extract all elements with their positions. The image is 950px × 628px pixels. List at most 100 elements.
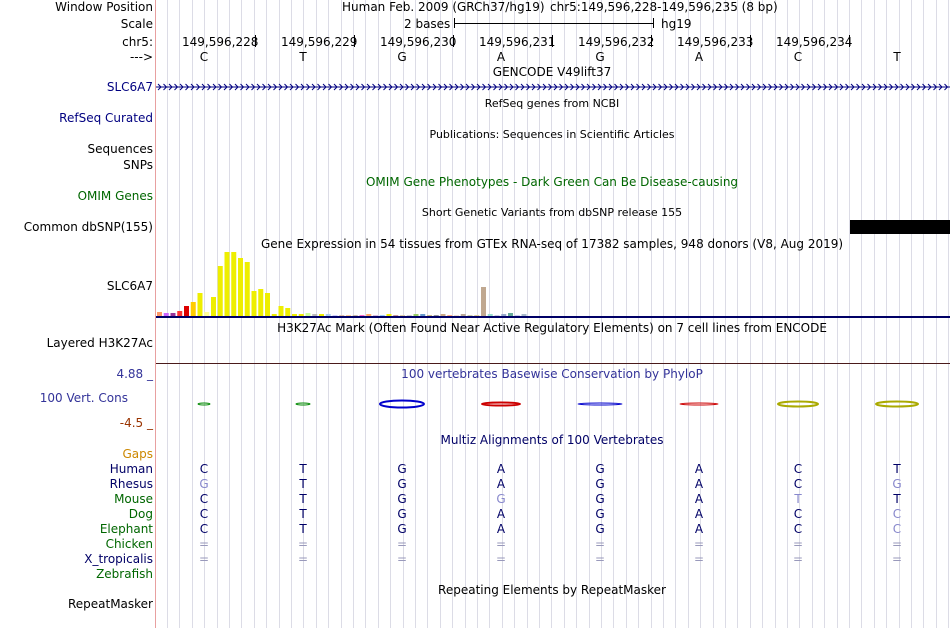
strand-arrow xyxy=(839,83,844,91)
strand-arrow xyxy=(454,83,459,91)
dbsnp-variant-feature[interactable] xyxy=(850,220,950,234)
multiz-track-title: Multiz Alignments of 100 Vertebrates xyxy=(440,433,664,447)
multiz-gaps-label[interactable]: Gaps xyxy=(122,447,153,461)
scale-text: 2 bases xyxy=(404,17,451,31)
strand-arrow xyxy=(696,83,701,91)
strand-arrow xyxy=(493,83,498,91)
grid-line xyxy=(626,0,627,628)
gtex-tissue-bar xyxy=(454,315,459,316)
strand-arrow xyxy=(663,83,668,91)
aligned-base: = xyxy=(396,552,408,566)
strand-arrow xyxy=(427,83,432,91)
phylop-glyphs xyxy=(197,399,919,409)
grid-line xyxy=(551,0,552,628)
aligned-base: T xyxy=(893,462,901,476)
publications-track-label[interactable]: Sequences xyxy=(87,142,153,156)
coordinate-label: 149,596,228 xyxy=(182,35,259,49)
h3k27ac-baseline xyxy=(156,363,950,364)
strand-arrow xyxy=(685,83,690,91)
strand-arrow xyxy=(724,83,729,91)
coordinate-tick xyxy=(849,35,850,47)
grid-line xyxy=(725,0,726,628)
scale-bar xyxy=(454,23,653,24)
strand-arrow xyxy=(850,83,855,91)
strand-arrow xyxy=(361,83,366,91)
species-label[interactable]: X_tropicalis xyxy=(84,552,153,566)
aligned-base: G xyxy=(595,522,605,536)
gtex-tissue-bar xyxy=(359,315,365,316)
species-label[interactable]: Elephant xyxy=(99,522,153,536)
coordinate-tick xyxy=(552,35,553,47)
grid-line xyxy=(378,0,379,628)
gtex-tissue-bar xyxy=(157,312,162,316)
gtex-tissue-bar xyxy=(258,289,264,316)
strand-arrow xyxy=(262,83,267,91)
aligned-base: = xyxy=(297,537,309,551)
repeatmasker-track-label[interactable]: RepeatMasker xyxy=(67,597,153,611)
conservation-glyph xyxy=(679,402,719,406)
aligned-base: G xyxy=(892,477,902,491)
chrom-label: chr5: xyxy=(122,35,153,49)
gtex-gene-label[interactable]: SLC6A7 xyxy=(106,279,153,293)
species-label[interactable]: Dog xyxy=(128,507,153,521)
dbsnp-track-label[interactable]: Common dbSNP(155) xyxy=(23,220,153,234)
strand-arrow xyxy=(223,83,228,91)
h3k27ac-track-label[interactable]: Layered H3K27Ac xyxy=(46,336,153,350)
aligned-base: A xyxy=(496,462,506,476)
refseq-track-label[interactable]: RefSeq Curated xyxy=(59,111,153,125)
strand-arrow xyxy=(856,83,861,91)
species-label[interactable]: Rhesus xyxy=(109,477,153,491)
strand-arrow xyxy=(894,83,899,91)
strand-arrow xyxy=(212,83,217,91)
aligned-base: = xyxy=(396,537,408,551)
strand-arrow xyxy=(245,83,250,91)
aligned-base: T xyxy=(893,492,901,506)
strand-arrow xyxy=(823,83,828,91)
omim-track-label[interactable]: OMIM Genes xyxy=(77,189,153,203)
aligned-base: C xyxy=(892,507,902,521)
gtex-tissue-bar xyxy=(238,258,243,316)
species-label[interactable]: Human xyxy=(109,462,153,476)
grid-line xyxy=(700,0,701,628)
coordinate-tick xyxy=(453,35,454,47)
grid-line xyxy=(217,0,218,628)
gencode-track-title: GENCODE V49lift37 xyxy=(492,65,612,79)
strand-label: ---> xyxy=(129,50,153,64)
strand-arrow xyxy=(333,83,338,91)
strand-arrow xyxy=(790,83,795,91)
aligned-base: C xyxy=(199,462,209,476)
scale-bar-right-tick xyxy=(653,18,654,28)
strand-arrow xyxy=(834,83,839,91)
strand-arrow xyxy=(322,83,327,91)
gencode-gene-label[interactable]: SLC6A7 xyxy=(106,80,153,94)
gtex-tissue-bar xyxy=(474,315,480,316)
phylop-track-label[interactable]: 100 Vert. Cons xyxy=(39,391,128,405)
species-label[interactable]: Zebrafish xyxy=(96,567,153,581)
species-label[interactable]: Mouse xyxy=(114,492,153,506)
gtex-tissue-bar xyxy=(406,315,412,316)
aligned-base: G xyxy=(397,477,407,491)
strand-arrow xyxy=(229,83,234,91)
aligned-base: T xyxy=(299,522,307,536)
gtex-expression-chart[interactable] xyxy=(156,252,950,318)
grid-line xyxy=(936,0,937,628)
species-label[interactable]: Chicken xyxy=(105,537,153,551)
aligned-base: A xyxy=(694,462,704,476)
gencode-gene-feature[interactable] xyxy=(156,81,950,93)
gtex-tissue-bar xyxy=(265,293,270,316)
label-divider xyxy=(155,0,156,628)
strand-arrow xyxy=(691,83,696,91)
aligned-base: C xyxy=(199,492,209,506)
conservation-glyph xyxy=(777,400,819,408)
strand-arrow xyxy=(713,83,718,91)
grid-line xyxy=(787,0,788,628)
snps-track-label[interactable]: SNPs xyxy=(123,158,153,172)
strand-arrow xyxy=(867,83,872,91)
strand-arrow xyxy=(658,83,663,91)
strand-arrow xyxy=(482,83,487,91)
aligned-base: A xyxy=(496,477,506,491)
strand-arrow xyxy=(702,83,707,91)
strand-arrow xyxy=(592,83,597,91)
aligned-base: C xyxy=(199,507,209,521)
aligned-base: A xyxy=(694,507,704,521)
